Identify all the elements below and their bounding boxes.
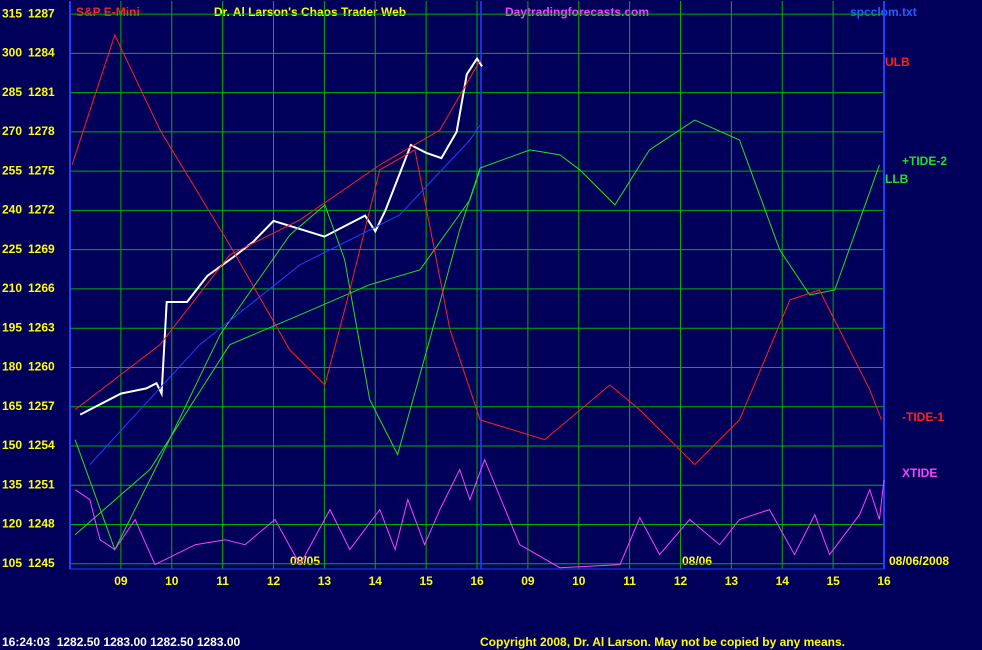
x-tick-label: 14 — [776, 574, 790, 588]
chart-title: Dr. Al Larson's Chaos Trader Web — [214, 5, 406, 19]
x-tick-label: 11 — [623, 574, 636, 588]
y2-tick-label: 1269 — [28, 242, 55, 256]
x-tick-label: 11 — [216, 574, 229, 588]
legend-label: +TIDE-2 — [902, 154, 947, 168]
series-line — [74, 59, 481, 410]
x-tick-label: 15 — [419, 574, 433, 588]
y-tick-label: 150 — [2, 438, 22, 452]
x-tick-label: 12 — [267, 574, 281, 588]
x-tick-label: 13 — [318, 574, 332, 588]
y2-tick-label: 1275 — [28, 163, 55, 177]
y2-tick-label: 1287 — [28, 6, 55, 20]
y-tick-label: 135 — [2, 477, 22, 491]
series-line — [89, 124, 481, 465]
x-tick-label: 09 — [521, 574, 535, 588]
legend-label: -TIDE-1 — [902, 410, 944, 424]
x-tick-label: 12 — [674, 574, 688, 588]
site: Daytradingforecasts.com — [505, 5, 649, 19]
y2-tick-label: 1248 — [28, 517, 55, 531]
x-tick-label: 10 — [572, 574, 586, 588]
y2-tick-label: 1266 — [28, 281, 55, 295]
y2-tick-label: 1281 — [28, 85, 55, 99]
y2-tick-label: 1278 — [28, 124, 55, 138]
y-tick-label: 165 — [2, 399, 22, 413]
legend-label: LLB — [885, 172, 909, 186]
x-tick-label: 10 — [165, 574, 179, 588]
y-tick-label: 105 — [2, 556, 22, 570]
annotation: 08/06/2008 — [889, 554, 949, 568]
annotation: 08/05 — [290, 554, 320, 568]
x-tick-label: 15 — [826, 574, 840, 588]
series-line — [79, 56, 483, 416]
y-tick-label: 285 — [2, 85, 22, 99]
annotation: 08/06 — [682, 554, 712, 568]
series-line — [74, 458, 885, 569]
y-tick-label: 300 — [2, 46, 22, 60]
series-line — [71, 33, 882, 466]
x-tick-label: 16 — [470, 574, 484, 588]
y2-tick-label: 1260 — [28, 360, 55, 374]
y2-tick-label: 1245 — [28, 556, 55, 570]
x-tick-label: 09 — [114, 574, 128, 588]
series-line — [74, 169, 481, 536]
y-tick-label: 195 — [2, 320, 22, 334]
y2-tick-label: 1263 — [28, 320, 55, 334]
chart-subtitle: S&P E-Mini — [76, 5, 140, 19]
y-tick-label: 270 — [2, 124, 22, 138]
y2-tick-label: 1257 — [28, 399, 55, 413]
legend-label: XTIDE — [902, 466, 937, 480]
y-tick-label: 180 — [2, 360, 22, 374]
x-tick-label: 16 — [877, 574, 891, 588]
y2-tick-label: 1284 — [28, 46, 55, 60]
y2-tick-label: 1251 — [28, 477, 55, 491]
x-tick-label: 13 — [725, 574, 739, 588]
y-tick-label: 240 — [2, 203, 22, 217]
y-tick-label: 120 — [2, 517, 22, 531]
x-tick-label: 14 — [369, 574, 383, 588]
y-tick-label: 210 — [2, 281, 22, 295]
y-tick-label: 255 — [2, 163, 22, 177]
y2-tick-label: 1272 — [28, 203, 55, 217]
legend-label: ULB — [885, 55, 910, 69]
y-tick-label: 225 — [2, 242, 22, 256]
copyright: Copyright 2008, Dr. Al Larson. May not b… — [480, 635, 845, 649]
status: 16:24:03 1282.50 1283.00 1282.50 1283.00 — [2, 635, 241, 649]
y2-tick-label: 1254 — [28, 438, 55, 452]
series-line — [74, 119, 880, 551]
y-tick-label: 315 — [2, 6, 22, 20]
